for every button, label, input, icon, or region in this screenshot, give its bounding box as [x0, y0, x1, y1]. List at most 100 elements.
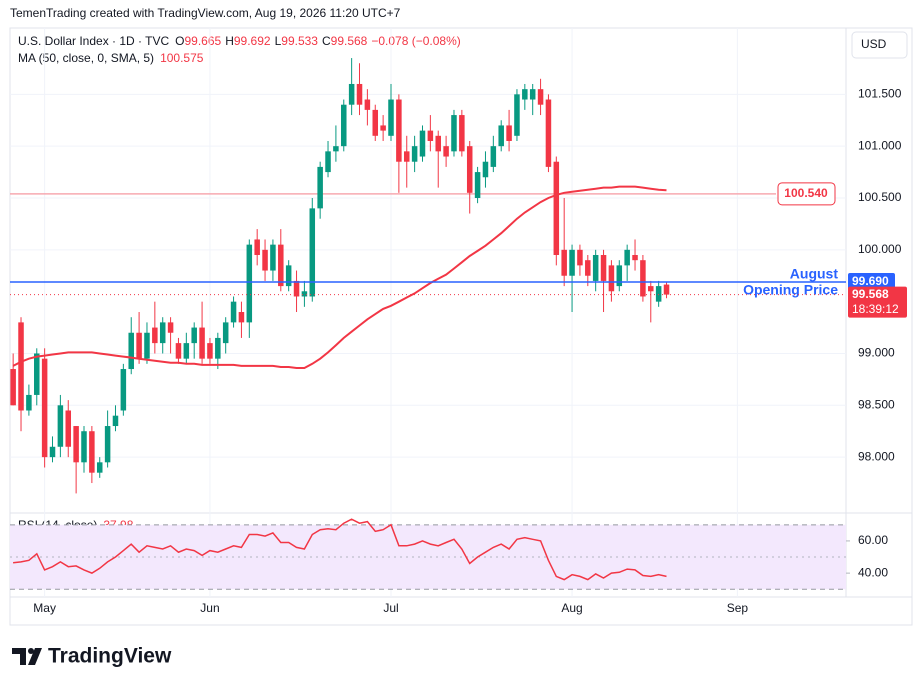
y-tick-label: 98.000	[858, 449, 895, 463]
brand-name: TradingView	[48, 645, 172, 668]
candle-body	[482, 161, 489, 178]
close-value: 99.568	[331, 34, 368, 48]
candle-body	[159, 322, 166, 344]
candle-body	[144, 332, 150, 359]
candle-body	[474, 172, 481, 198]
candle-body	[10, 369, 16, 406]
candle-body	[89, 431, 95, 473]
candle-body	[600, 255, 607, 281]
candle-body	[648, 286, 654, 292]
x-tick-label: Jul	[383, 601, 398, 615]
high-value: 99.692	[234, 34, 271, 48]
candle-body	[112, 415, 119, 427]
candle-body	[537, 89, 544, 105]
y-tick-label: 100.500	[858, 190, 902, 204]
candle-body	[317, 166, 323, 209]
candle-body	[309, 208, 316, 297]
candle-body	[545, 99, 552, 167]
candle-body	[199, 327, 205, 359]
candle-body	[427, 130, 434, 141]
symbol: U.S. Dollar Index · 1D · TVC	[18, 34, 169, 48]
candle-body	[246, 244, 253, 323]
candle-body	[435, 135, 441, 152]
candle-body	[222, 322, 229, 344]
candle-body	[372, 109, 379, 136]
last-price-tag	[848, 286, 907, 318]
ma-legend: MA (50, close, 0, SMA, 5) 100.575	[18, 51, 204, 65]
candle-body	[388, 99, 394, 136]
high-label: H	[225, 34, 234, 48]
candle-body	[18, 322, 24, 411]
open-label: O	[175, 34, 184, 48]
candle-body	[561, 249, 567, 276]
candle-body	[356, 83, 363, 105]
candle-body	[191, 327, 197, 344]
candle-body	[624, 249, 630, 266]
y-tick-label: 101.500	[858, 87, 902, 101]
level-tag	[777, 182, 836, 206]
candle-body	[364, 99, 371, 110]
candle-body	[451, 115, 457, 152]
last-price-label: 99.568	[852, 287, 889, 301]
candle-body	[348, 83, 355, 105]
x-tick-label: Aug	[561, 601, 582, 615]
rsi-line	[13, 518, 667, 581]
candle-body	[293, 280, 300, 297]
close-label: C	[322, 34, 331, 48]
candle-body	[325, 151, 331, 173]
candle-body	[183, 343, 190, 359]
candle-body	[411, 146, 418, 162]
brand-logo: TradingView	[12, 645, 172, 668]
symbol-legend: U.S. Dollar Index · 1D · TVC O99.665 H99.6…	[18, 34, 461, 48]
candle-body	[403, 151, 410, 162]
candle-body	[506, 125, 512, 141]
candle-body	[333, 146, 339, 152]
candle-body	[262, 249, 268, 271]
candle-body	[577, 249, 583, 266]
candle-body	[655, 286, 662, 302]
candle-body	[632, 255, 638, 261]
candle-body	[73, 426, 79, 463]
candle-body	[96, 462, 103, 473]
candle-body	[49, 446, 56, 458]
candle-body	[278, 244, 284, 287]
attribution: TemenTrading created with TradingView.co…	[10, 6, 401, 20]
currency-label[interactable]: USD	[861, 37, 887, 51]
level-annotation: August	[790, 266, 839, 282]
x-tick-label: Sep	[727, 601, 749, 615]
y-tick-label: 40.00	[858, 565, 888, 579]
change: −0.078 (−0.08%)	[371, 34, 460, 48]
ma-name: MA (50, close, 0, SMA, 5)	[18, 51, 154, 65]
candle-body	[301, 291, 308, 297]
candle-body	[529, 89, 536, 100]
candle-body	[215, 337, 221, 359]
candle-body	[490, 146, 497, 167]
candle-body	[175, 343, 182, 359]
candle-body	[466, 146, 473, 193]
candle-body	[128, 332, 134, 370]
low-label: L	[275, 34, 282, 48]
candle-body	[57, 405, 64, 447]
candle-body	[152, 327, 158, 344]
candle-body	[167, 322, 174, 333]
x-tick-label: Jun	[200, 601, 219, 615]
candle-body	[238, 312, 245, 323]
level-annotation: Opening Price	[743, 282, 838, 298]
candle-body	[254, 239, 260, 256]
candle-body	[341, 104, 347, 147]
candle-body	[608, 265, 615, 292]
currency-button[interactable]	[851, 31, 908, 59]
open-value: 99.665	[185, 34, 222, 48]
candle-body	[81, 431, 87, 463]
candle-body	[41, 358, 48, 458]
level-tag	[848, 272, 895, 290]
candle-body	[443, 146, 449, 157]
y-tick-label: 100.000	[858, 242, 902, 256]
candle-body	[616, 265, 623, 287]
chart-frame	[9, 27, 913, 626]
ma-value: 100.575	[160, 51, 204, 65]
candle-body	[419, 130, 426, 157]
candle-body	[592, 255, 599, 281]
